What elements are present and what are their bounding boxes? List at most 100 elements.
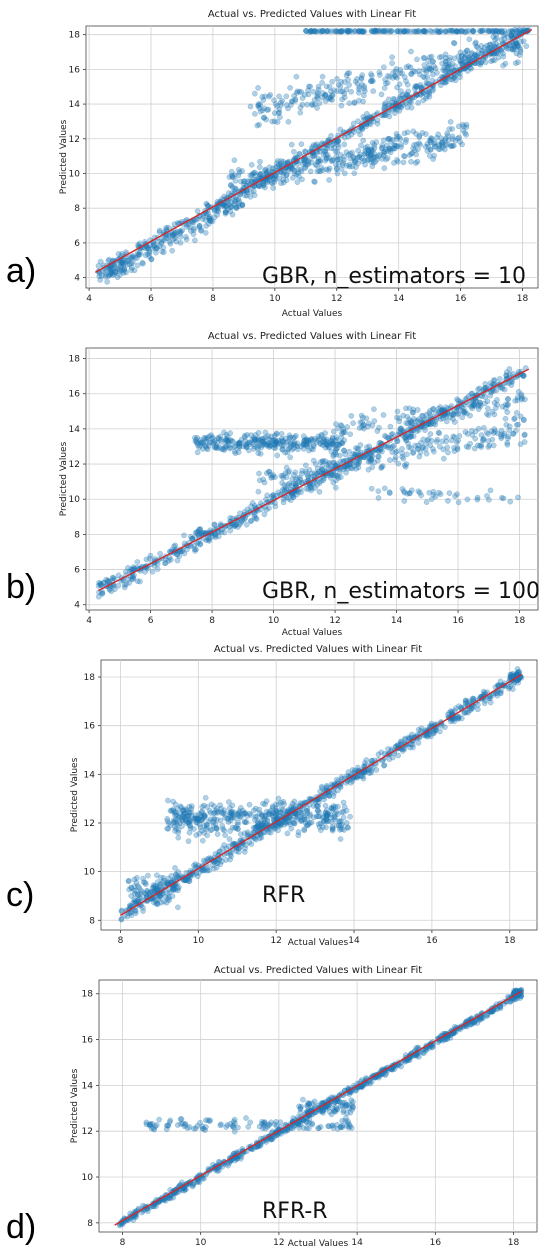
scatter-point — [115, 266, 122, 273]
y-tick-label: 12 — [69, 460, 80, 470]
scatter-point — [337, 83, 344, 90]
scatter-point — [517, 49, 524, 55]
scatter-point — [435, 146, 442, 152]
scatter-point — [287, 454, 294, 461]
scatter-point — [370, 118, 377, 125]
scatter-point — [346, 100, 353, 106]
scatter-point — [268, 179, 275, 186]
scatter-point — [221, 429, 227, 436]
scatter-point — [390, 96, 397, 102]
scatter-point — [235, 819, 241, 826]
scatter-point — [97, 277, 103, 283]
scatter-point — [194, 208, 201, 214]
scatter-point — [499, 403, 506, 410]
scatter-point — [228, 809, 234, 816]
scatter-point — [428, 135, 434, 141]
scatter-point — [302, 148, 308, 155]
scatter-point — [368, 758, 375, 764]
scatter-point — [397, 425, 404, 432]
scatter-point — [266, 164, 273, 171]
scatter-point — [442, 68, 448, 74]
scatter-point — [506, 427, 513, 433]
scatter-point — [329, 79, 335, 85]
scatter-point — [156, 227, 163, 234]
scatter-point — [408, 71, 414, 77]
scatter-point — [291, 439, 298, 446]
scatter-point — [302, 165, 308, 171]
scatter-point — [461, 59, 468, 65]
scatter-point — [442, 80, 448, 86]
scatter-point — [132, 910, 139, 917]
scatter-point — [403, 64, 410, 70]
scatter-point — [187, 825, 194, 831]
scatter-point — [284, 830, 291, 837]
scatter-point — [408, 445, 414, 451]
scatter-point — [134, 874, 140, 881]
scatter-point — [449, 709, 455, 715]
scatter-point — [442, 724, 448, 730]
scatter-point — [415, 445, 422, 452]
scatter-point — [279, 97, 286, 104]
scatter-point — [319, 167, 326, 173]
scatter-point — [442, 142, 449, 148]
scatter-point — [479, 27, 486, 34]
scatter-point — [199, 817, 205, 823]
scatter-point — [378, 749, 385, 756]
scatter-point — [248, 432, 254, 438]
scatter-point — [322, 430, 328, 436]
scatter-point — [424, 437, 431, 444]
scatter-point — [488, 389, 494, 395]
scatter-point — [233, 521, 239, 528]
scatter-point — [99, 590, 106, 597]
scatter-point — [267, 829, 274, 836]
scatter-point — [323, 166, 330, 173]
scatter-point — [336, 818, 343, 824]
scatter-point — [404, 81, 411, 88]
scatter-point — [257, 450, 264, 457]
scatter-point — [387, 423, 394, 430]
scatter-point — [502, 415, 509, 422]
scatter-point — [495, 54, 502, 61]
y-tick-label: 14 — [82, 1081, 94, 1091]
scatter-point — [456, 134, 462, 141]
scatter-point — [318, 783, 325, 790]
scatter-point — [127, 254, 134, 261]
scatter-point — [344, 27, 351, 34]
scatter-point — [424, 733, 431, 740]
scatter-point — [262, 429, 269, 436]
scatter-point — [446, 64, 452, 70]
scatter-point — [361, 157, 368, 164]
scatter-point — [201, 434, 207, 441]
scatter-point — [323, 436, 330, 443]
scatter-point — [490, 57, 496, 64]
scatter-point — [488, 28, 495, 35]
scatter-point — [428, 53, 435, 60]
scatter-point — [136, 884, 142, 891]
scatter-point — [445, 449, 451, 456]
scatter-point — [328, 438, 335, 444]
scatter-point — [175, 904, 181, 911]
x-tick-label: 14 — [351, 1238, 363, 1248]
scatter-point — [456, 433, 463, 439]
scatter-point — [301, 159, 308, 166]
scatter-point — [288, 825, 295, 832]
scatter-point — [128, 566, 134, 573]
scatter-point — [457, 49, 464, 56]
scatter-point — [314, 162, 320, 169]
scatter-point — [410, 68, 417, 75]
x-axis-label: Actual Values — [282, 309, 343, 319]
scatter-point — [243, 444, 250, 451]
scatter-point — [476, 401, 483, 408]
scatter-point — [262, 434, 269, 441]
scatter-point — [392, 449, 399, 455]
scatter-point — [450, 416, 456, 422]
scatter-point — [370, 88, 377, 94]
scatter-point — [341, 141, 348, 148]
scatter-point — [215, 533, 222, 540]
scatter-point — [199, 867, 206, 873]
scatter-point — [403, 78, 409, 84]
y-tick-label: 18 — [69, 31, 81, 41]
scatter-point — [421, 62, 428, 68]
scatter-point — [394, 106, 400, 113]
scatter-point — [322, 98, 329, 104]
